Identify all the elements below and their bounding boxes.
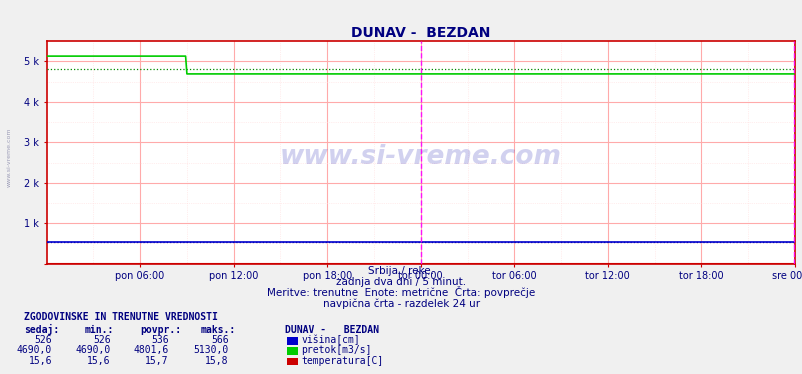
Text: DUNAV -   BEZDAN: DUNAV - BEZDAN [285,325,379,335]
Text: www.si-vreme.com: www.si-vreme.com [279,144,561,170]
Text: temperatura[C]: temperatura[C] [301,356,383,365]
Text: višina[cm]: višina[cm] [301,335,359,345]
Text: zadnja dva dni / 5 minut.: zadnja dva dni / 5 minut. [336,277,466,287]
Text: ZGODOVINSKE IN TRENUTNE VREDNOSTI: ZGODOVINSKE IN TRENUTNE VREDNOSTI [24,312,217,322]
Text: 4690,0: 4690,0 [17,346,52,355]
Text: 15,6: 15,6 [29,356,52,365]
Text: 566: 566 [211,335,229,345]
Text: 15,6: 15,6 [87,356,111,365]
Text: Meritve: trenutne  Enote: metrične  Črta: povprečje: Meritve: trenutne Enote: metrične Črta: … [267,286,535,298]
Text: 15,7: 15,7 [145,356,168,365]
Title: DUNAV -  BEZDAN: DUNAV - BEZDAN [350,26,490,40]
Text: sedaj:: sedaj: [24,324,59,335]
Text: navpična črta - razdelek 24 ur: navpična črta - razdelek 24 ur [322,299,480,309]
Text: www.si-vreme.com: www.si-vreme.com [7,127,12,187]
Text: 536: 536 [151,335,168,345]
Text: min.:: min.: [84,325,114,335]
Text: 15,8: 15,8 [205,356,229,365]
Text: pretok[m3/s]: pretok[m3/s] [301,346,371,355]
Text: povpr.:: povpr.: [140,325,181,335]
Text: Srbija / reke.: Srbija / reke. [368,266,434,276]
Text: 526: 526 [34,335,52,345]
Text: 4690,0: 4690,0 [75,346,111,355]
Text: 526: 526 [93,335,111,345]
Text: maks.:: maks.: [200,325,236,335]
Text: 5130,0: 5130,0 [193,346,229,355]
Text: 4801,6: 4801,6 [133,346,168,355]
